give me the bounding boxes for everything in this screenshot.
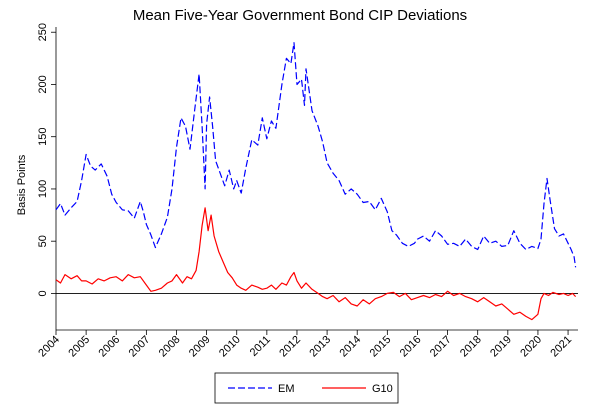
x-tick-label: 2011 <box>248 334 273 359</box>
x-tick-label: 2007 <box>127 334 153 360</box>
x-tick-label: 2005 <box>66 334 92 360</box>
legend: EM G10 <box>214 372 399 404</box>
x-tick-label: 2016 <box>398 334 424 360</box>
series-line-g10 <box>55 207 577 321</box>
y-tick-label: 150 <box>37 128 49 146</box>
y-tick-label: 250 <box>37 23 49 41</box>
x-tick-label: 2009 <box>187 334 213 360</box>
y-axis-label: Basis Points <box>16 154 28 215</box>
series-line-em <box>55 42 577 268</box>
x-tick-label: 2010 <box>217 334 243 360</box>
x-tick-label: 2008 <box>157 334 183 360</box>
x-tick-label: 2013 <box>307 334 333 360</box>
y-tick-label: 100 <box>37 180 49 198</box>
chart-title: Mean Five-Year Government Bond CIP Devia… <box>133 7 467 24</box>
y-tick-label: 0 <box>37 290 49 296</box>
x-tick-label: 2006 <box>97 334 123 360</box>
x-tick-label: 2018 <box>458 334 484 360</box>
x-tick-label: 2019 <box>488 334 514 360</box>
legend-box <box>214 372 399 404</box>
x-tick-label: 2014 <box>338 334 364 360</box>
legend-label-em: EM <box>278 383 295 395</box>
x-tick-label: 2004 <box>36 334 62 360</box>
x-tick-label: 2020 <box>518 334 544 360</box>
legend-label-g10: G10 <box>372 383 393 395</box>
y-tick-label: 200 <box>37 75 49 93</box>
x-tick-label: 2012 <box>277 334 303 360</box>
x-tick-label: 2015 <box>368 334 394 360</box>
x-tick-label: 2017 <box>428 334 454 360</box>
y-tick-label: 50 <box>37 235 49 247</box>
x-tick-label: 2021 <box>548 334 574 360</box>
